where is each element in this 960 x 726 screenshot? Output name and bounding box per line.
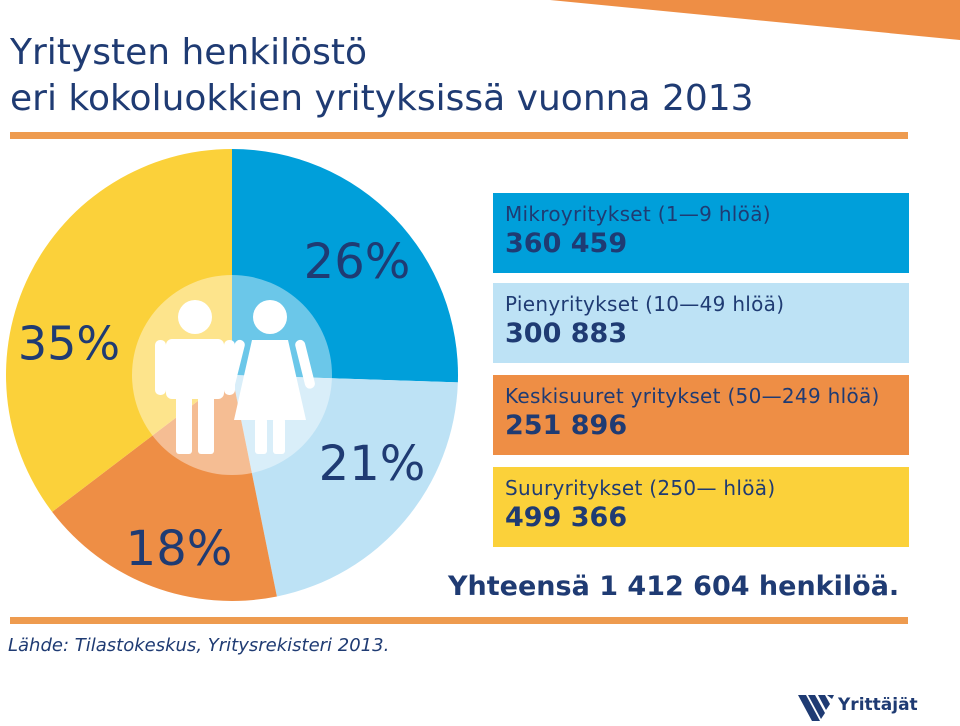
top-accent-band <box>550 0 960 40</box>
legend-item-suuryritykset: Suuryritykset (250— hlöä) 499 366 <box>493 467 909 547</box>
legend-item-pienyritykset: Pienyritykset (10—49 hlöä) 300 883 <box>493 283 909 363</box>
logo-text: Yrittäjät <box>838 695 918 715</box>
bottom-divider <box>10 617 908 624</box>
pie-chart: 26% 21% 18% 35% <box>6 149 458 601</box>
legend-label: Mikroyritykset (1—9 hlöä) <box>505 202 771 226</box>
people-icon <box>155 300 315 454</box>
legend-value: 251 896 <box>505 410 628 441</box>
yrittajat-logo-icon <box>798 695 834 721</box>
source-note: Lähde: Tilastokeskus, Yritysrekisteri 20… <box>8 635 390 656</box>
legend-label: Keskisuuret yritykset (50—249 hlöä) <box>505 384 880 408</box>
page-title: Yritysten henkilöstö eri kokoluokkien yr… <box>10 30 754 122</box>
man-icon <box>155 300 235 454</box>
legend-value: 300 883 <box>505 318 628 349</box>
legend-item-keskisuuret: Keskisuuret yritykset (50—249 hlöä) 251 … <box>493 375 909 455</box>
slice-percent-label: 26% <box>304 234 411 290</box>
title-line-1: Yritysten henkilöstö <box>10 32 368 73</box>
legend-label: Pienyritykset (10—49 hlöä) <box>505 292 785 316</box>
legend-item-mikroyritykset: Mikroyritykset (1—9 hlöä) 360 459 <box>493 193 909 273</box>
pie-slice <box>6 149 232 512</box>
slice-percent-label: 35% <box>18 317 120 371</box>
legend-value: 360 459 <box>505 228 628 259</box>
title-line-2: eri kokoluokkien yrityksissä vuonna 2013 <box>10 78 754 119</box>
brand-logo: Yrittäjät <box>798 693 918 723</box>
total-summary: Yhteensä 1 412 604 henkilöä. <box>448 571 900 602</box>
top-divider <box>10 132 908 139</box>
woman-icon <box>225 300 315 454</box>
legend-label: Suuryritykset (250— hlöä) <box>505 476 776 500</box>
legend-value: 499 366 <box>505 502 628 533</box>
pie-slice <box>232 375 458 597</box>
pie-slice <box>232 149 458 383</box>
pie-slice <box>52 375 277 601</box>
slice-percent-label: 21% <box>319 436 426 492</box>
slice-percent-label: 18% <box>126 521 233 577</box>
